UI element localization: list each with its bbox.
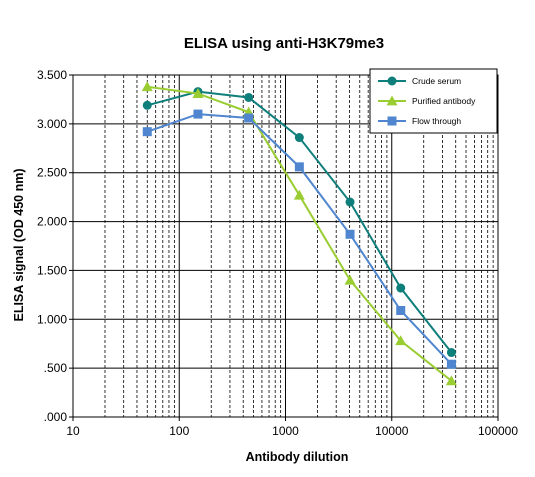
series-purified-antibody [141,81,457,386]
y-tick-label: .000 [44,410,68,424]
legend-label: Flow through [412,116,461,126]
legend-label: Crude serum [412,76,461,86]
series-flow-through [142,109,456,369]
x-tick-label: 100000 [478,424,518,438]
data-point [193,109,203,119]
legend-item: Purified antibody [378,95,476,106]
x-tick-label: 10000 [375,424,409,438]
data-point [396,283,406,293]
data-point [445,375,457,386]
data-point [345,229,355,239]
data-point [294,162,304,172]
data-point [192,88,204,98]
legend-item: Flow through [378,116,461,126]
data-point [446,348,456,358]
data-point [142,100,152,110]
legend-marker [387,76,397,86]
y-tick-label: 1.000 [37,312,67,326]
x-tick-label: 10 [66,424,80,438]
data-point [293,189,305,200]
legend-item: Crude serum [378,76,461,86]
data-point [396,305,406,315]
y-tick-label: 3.000 [37,117,67,131]
x-axis-title: Antibody dilution [246,450,349,464]
data-point [142,127,152,137]
y-tick-labels: .000 .500 1.000 1.500 2.000 2.500 3.000 3.500 [37,68,73,424]
legend-marker [387,116,397,126]
y-tick-label: 3.500 [37,68,67,82]
x-tick-label: 1000 [272,424,299,438]
series-lines [141,81,457,386]
data-point [446,359,456,369]
legend-label: Purified antibody [412,96,476,106]
legend: Crude serum Purified antibody Flow through [369,68,498,134]
y-tick-label: 2.000 [37,215,67,229]
y-tick-label: 2.500 [37,166,67,180]
legend-marker [386,95,398,106]
data-point [395,335,407,346]
data-point [141,81,153,92]
y-tick-label: 1.500 [37,263,67,277]
series-line [146,113,453,365]
data-point [244,113,254,123]
x-tick-label: 100 [169,424,189,438]
grid [73,75,498,417]
data-point [344,274,356,285]
data-point [244,92,254,102]
data-point [294,133,304,143]
y-axis-title: ELISA signal (OD 450 nm) [12,168,26,321]
x-tick-labels: 10 100 1000 10000 100000 [66,417,518,438]
chart-title: ELISA using anti-H3K79me3 [184,35,384,52]
data-point [345,197,355,207]
y-tick-label: .500 [44,361,68,375]
